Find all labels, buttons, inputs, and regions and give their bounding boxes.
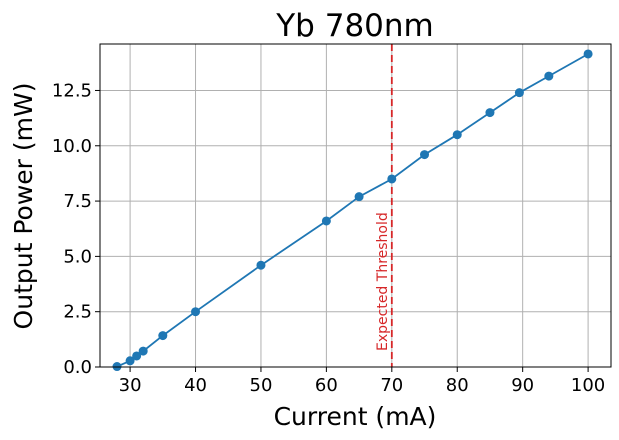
data-point xyxy=(132,351,142,361)
data-point xyxy=(452,130,462,140)
data-point xyxy=(158,331,168,341)
y-axis: 0.0 2.5 5.0 7.5 10.0 12.5 xyxy=(52,80,100,378)
x-tick-label: 60 xyxy=(315,375,338,396)
data-point xyxy=(420,150,430,160)
y-tick-label: 5.0 xyxy=(63,246,92,267)
data-point xyxy=(544,71,554,81)
x-tick-label: 50 xyxy=(250,375,273,396)
data-point xyxy=(138,346,148,356)
data-point xyxy=(387,174,397,184)
x-tick-label: 70 xyxy=(380,375,403,396)
x-tick-label: 40 xyxy=(184,375,207,396)
x-axis-label: Current (mA) xyxy=(274,402,437,431)
x-axis: 30 40 50 60 70 80 90 100 xyxy=(119,367,605,396)
plot-area-frame xyxy=(99,43,612,368)
data-point xyxy=(256,260,266,270)
data-point xyxy=(354,192,364,202)
data-point xyxy=(583,49,593,59)
data-point xyxy=(191,307,201,317)
x-tick-label: 90 xyxy=(511,375,534,396)
data-point xyxy=(514,88,524,98)
series-line xyxy=(116,53,589,368)
x-tick-label: 80 xyxy=(446,375,469,396)
x-tick-label: 100 xyxy=(571,375,605,396)
y-tick-label: 2.5 xyxy=(63,302,92,323)
threshold-label: Expected Threshold xyxy=(375,212,391,351)
data-point xyxy=(321,216,331,226)
annotation-layer: Expected Threshold xyxy=(375,44,393,367)
y-tick-label: 10.0 xyxy=(52,136,92,157)
chart-title: Yb 780nm xyxy=(275,8,433,44)
y-tick-label: 7.5 xyxy=(63,191,92,212)
y-axis-label: Output Power (mW) xyxy=(9,83,38,330)
x-tick-label: 30 xyxy=(119,375,142,396)
data-point xyxy=(485,108,495,118)
y-tick-label: 0.0 xyxy=(63,357,92,378)
y-tick-label: 12.5 xyxy=(52,80,92,101)
series-layer xyxy=(112,49,593,372)
grid xyxy=(100,44,611,368)
data-point xyxy=(125,356,135,366)
